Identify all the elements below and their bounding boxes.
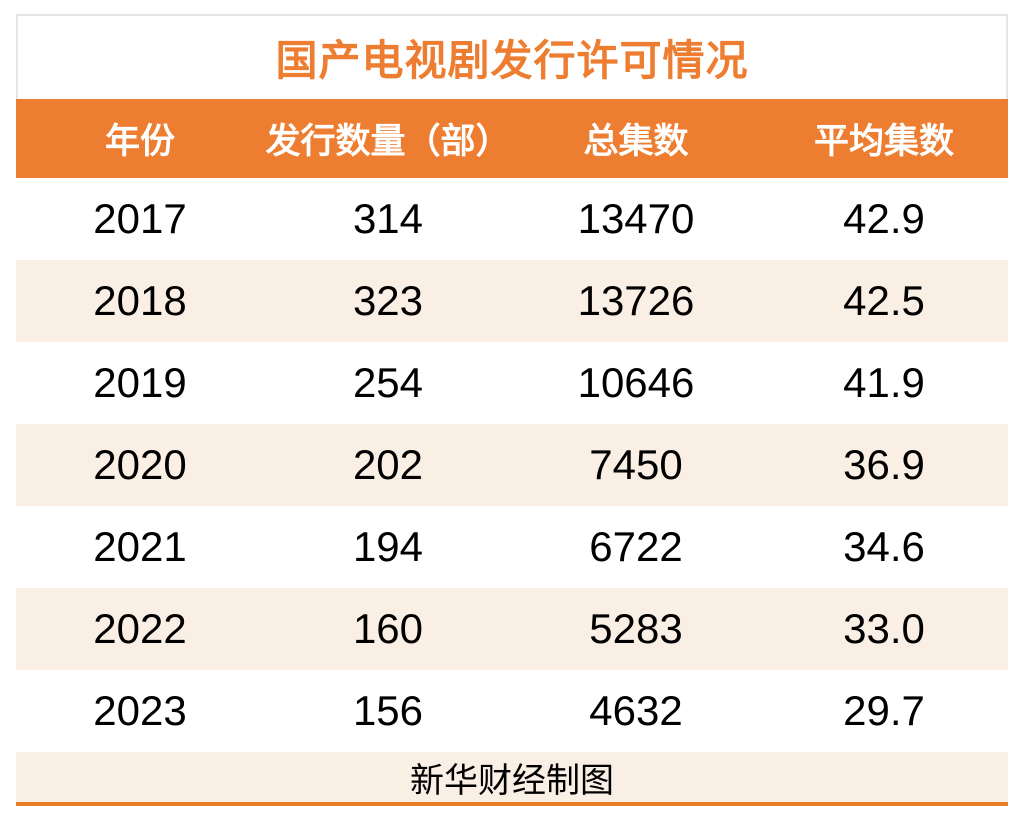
cell-year: 2022 (93, 605, 187, 652)
cell-total-episodes: 7450 (589, 441, 683, 488)
infographic-table: 国产电视剧发行许可情况 年份 发行数量（部） 总集数 平均集数 2017 314… (16, 14, 1008, 806)
cell-total-episodes: 13470 (577, 195, 695, 242)
table-row: 2019 254 10646 41.9 (16, 342, 1008, 424)
cell-release-count: 202 (352, 441, 424, 488)
table-row: 2018 323 13726 42.5 (16, 260, 1008, 342)
cell-year: 2018 (93, 277, 187, 324)
cell-avg-episodes: 34.6 (843, 523, 925, 570)
cell-release-count: 156 (352, 687, 424, 734)
bottom-accent-line (16, 802, 1008, 806)
table-header-row: 年份 发行数量（部） 总集数 平均集数 (16, 99, 1008, 178)
cell-year: 2023 (93, 687, 187, 734)
table-row: 2020 202 7450 36.9 (16, 424, 1008, 506)
cell-total-episodes: 13726 (577, 277, 695, 324)
page-title: 国产电视剧发行许可情况 (275, 37, 749, 84)
cell-avg-episodes: 29.7 (843, 687, 925, 734)
table-row: 2021 194 6722 34.6 (16, 506, 1008, 588)
cell-year: 2021 (93, 523, 187, 570)
column-header-total-episodes: 总集数 (583, 122, 689, 161)
cell-total-episodes: 4632 (589, 687, 683, 734)
cell-year: 2019 (93, 359, 187, 406)
cell-avg-episodes: 36.9 (843, 441, 925, 488)
cell-avg-episodes: 33.0 (843, 605, 925, 652)
cell-release-count: 194 (352, 523, 424, 570)
table-row: 2022 160 5283 33.0 (16, 588, 1008, 670)
cell-year: 2020 (93, 441, 187, 488)
cell-avg-episodes: 41.9 (843, 359, 925, 406)
cell-release-count: 314 (352, 195, 424, 242)
column-header-release-count: 发行数量（部） (265, 122, 511, 161)
cell-release-count: 254 (352, 359, 424, 406)
cell-total-episodes: 10646 (577, 359, 695, 406)
table-footer: 新华财经制图 (16, 752, 1008, 802)
cell-release-count: 160 (352, 605, 424, 652)
cell-release-count: 323 (352, 277, 424, 324)
cell-year: 2017 (93, 195, 187, 242)
cell-avg-episodes: 42.5 (843, 277, 925, 324)
cell-total-episodes: 5283 (589, 605, 683, 652)
table-row: 2017 314 13470 42.9 (16, 178, 1008, 260)
table-row: 2023 156 4632 29.7 (16, 670, 1008, 752)
source-credit: 新华财经制图 (410, 761, 614, 800)
cell-total-episodes: 6722 (589, 523, 683, 570)
cell-avg-episodes: 42.9 (843, 195, 925, 242)
column-header-avg-episodes: 平均集数 (813, 122, 954, 161)
column-header-year: 年份 (104, 122, 175, 161)
table-title-box: 国产电视剧发行许可情况 (16, 14, 1008, 99)
